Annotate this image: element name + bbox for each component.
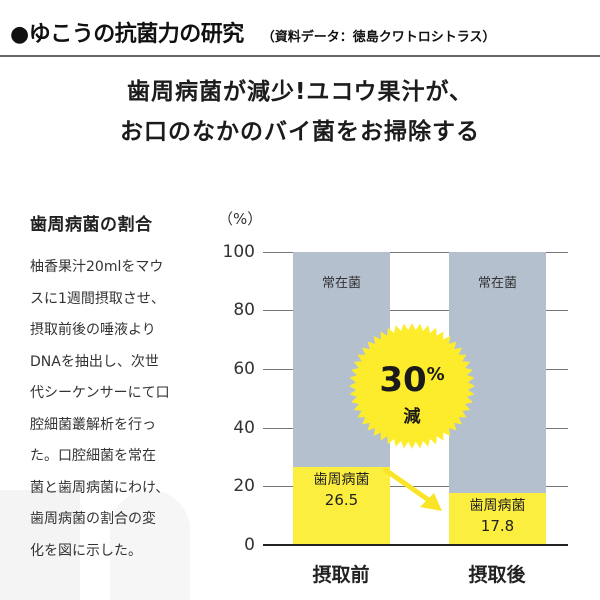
headline: 歯周病菌が減少!ユコウ果汁が、 お口のなかのバイ菌をお掃除する (0, 72, 600, 152)
y-tick-60: 60 (233, 359, 255, 379)
headline-line-1: 歯周病菌が減少!ユコウ果汁が、 (126, 79, 474, 105)
header-source: （資料データ：徳島クワトロシトラス） (261, 30, 496, 45)
description-line: 代シーケンサーにて口 (30, 385, 170, 401)
header-title: ●ゆこうの抗菌力の研究 (10, 22, 244, 47)
decrease-arrow-icon (382, 466, 442, 511)
gridline-80 (263, 310, 568, 311)
reduction-badge: 30% 減 (348, 322, 476, 450)
gridline-20 (263, 486, 568, 487)
y-tick-80: 80 (233, 300, 255, 320)
x-label-after: 摂取後 (468, 564, 526, 586)
description-line: 化を図に示した。 (30, 542, 142, 559)
segment-label-periodontal: 歯周病菌 (313, 472, 370, 488)
y-tick-20: 20 (233, 476, 255, 496)
badge-value: 30% (348, 360, 476, 400)
gridline-100 (263, 252, 568, 253)
description-line: 腔細菌叢解析を行っ (30, 416, 156, 433)
starburst-badge-icon (349, 323, 475, 449)
description-line: 摂取前後の唾液より (30, 322, 156, 338)
bar-segment-periodontal: 歯周病菌 26.5 (293, 467, 390, 545)
y-axis-unit: （%） (218, 210, 263, 228)
segment-label-periodontal: 歯周病菌 (469, 498, 526, 514)
y-tick-40: 40 (233, 418, 255, 438)
y-tick-100: 100 (222, 242, 255, 262)
segment-label-resident: 常在菌 (477, 276, 517, 291)
sidebar-description: 柚香果汁20mlをマウ スに1週間摂取させ、 摂取前後の唾液より DNAを抽出し… (30, 252, 210, 567)
header-divider (0, 55, 600, 57)
x-label-before: 摂取前 (312, 564, 370, 586)
description-line: DNAを抽出し、次世 (30, 353, 159, 370)
segment-label-resident: 常在菌 (321, 276, 361, 291)
bar-segment-periodontal: 歯周病菌 17.8 (449, 493, 546, 545)
badge-number: 30 (379, 360, 427, 400)
description-line: 歯周病菌の割合の変 (30, 511, 156, 527)
description-line: 柚香果汁20mlをマウ (30, 259, 164, 275)
header: ●ゆこうの抗菌力の研究 （資料データ：徳島クワトロシトラス） (10, 14, 595, 48)
x-axis-baseline (263, 544, 568, 546)
bar-segment-resident: 常在菌 (449, 252, 546, 493)
background-decoration (0, 490, 80, 600)
y-tick-0: 0 (244, 535, 255, 555)
badge-suffix: 減 (403, 407, 421, 427)
segment-value-periodontal: 26.5 (324, 491, 359, 509)
badge-percent: % (426, 364, 445, 385)
description-line: 菌と歯周病菌にわけ、 (30, 479, 170, 496)
sidebar-title: 歯周病菌の割合 (30, 215, 153, 235)
background-decoration (110, 490, 190, 600)
description-line: た。口腔細菌を常在 (30, 448, 156, 464)
description-line: スに1週間摂取させ、 (30, 290, 165, 307)
bar-after: 常在菌 歯周病菌 17.8 (449, 252, 546, 545)
segment-value-periodontal: 17.8 (480, 517, 515, 535)
headline-line-2: お口のなかのバイ菌をお掃除する (120, 119, 480, 145)
